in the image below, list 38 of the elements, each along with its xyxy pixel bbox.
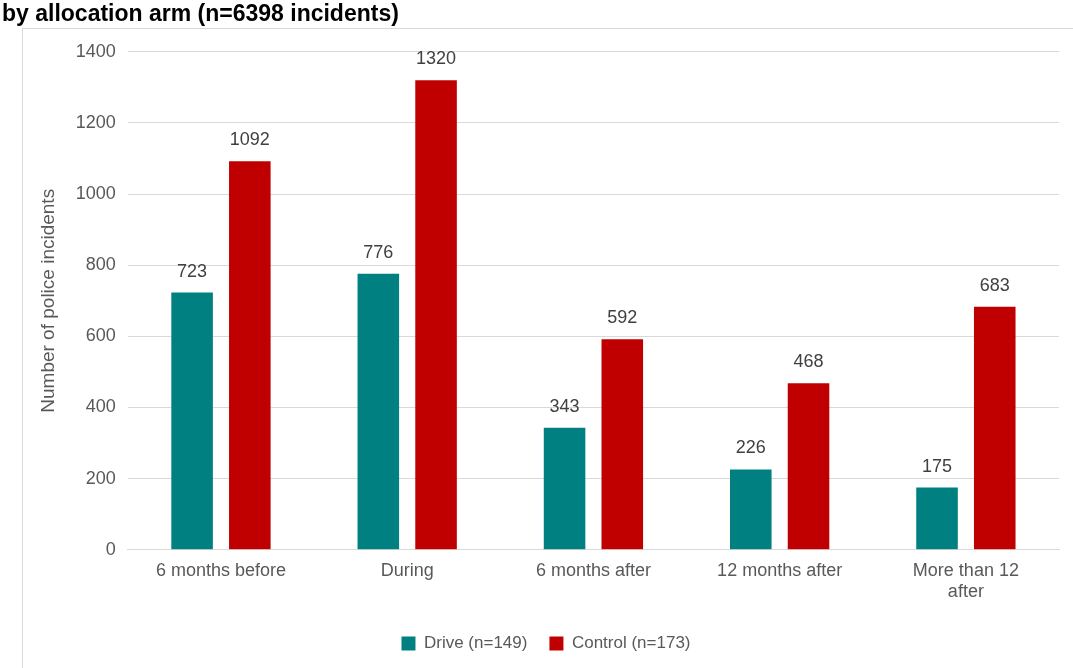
category-label: During — [380, 559, 434, 580]
data-label: 1320 — [416, 48, 457, 69]
bar — [171, 292, 213, 550]
y-tick-label: 1000 — [75, 183, 116, 204]
bar — [357, 273, 400, 550]
data-label: 226 — [735, 437, 766, 458]
data-label: 468 — [793, 351, 824, 372]
y-tick-label: 400 — [85, 396, 116, 417]
data-label: 723 — [177, 260, 208, 281]
category-label: 6 months before — [155, 559, 286, 580]
legend-label: Drive (n=149) — [423, 633, 528, 653]
data-label: 592 — [607, 307, 638, 328]
bar — [730, 469, 772, 550]
y-tick-label: 600 — [85, 325, 116, 346]
category-label: More than 12 — [912, 559, 1019, 580]
y-tick-label: 0 — [105, 538, 116, 559]
bar — [973, 306, 1016, 550]
bar — [229, 161, 271, 550]
category-label: after — [947, 581, 984, 602]
data-label: 175 — [921, 455, 953, 476]
data-label: 1092 — [229, 129, 270, 150]
y-tick-label: 200 — [85, 467, 116, 488]
bar — [415, 80, 457, 550]
bar — [543, 427, 586, 550]
bar — [787, 383, 830, 550]
y-tick-label: 800 — [85, 254, 116, 275]
data-label: 683 — [979, 274, 1010, 295]
category-label: 6 months after — [535, 559, 651, 580]
data-label: 343 — [549, 395, 580, 416]
data-label: 776 — [363, 241, 394, 262]
y-axis-title: Number of police incidents — [36, 188, 58, 413]
category-label: 12 months after — [717, 559, 843, 580]
bar — [601, 339, 644, 550]
y-tick-label: 1200 — [75, 111, 116, 132]
chart-title: by allocation arm (n=6398 incidents) — [2, 0, 399, 27]
legend-label: Control (n=173) — [571, 633, 691, 653]
bar — [916, 487, 958, 550]
y-tick-label: 1400 — [75, 40, 116, 61]
